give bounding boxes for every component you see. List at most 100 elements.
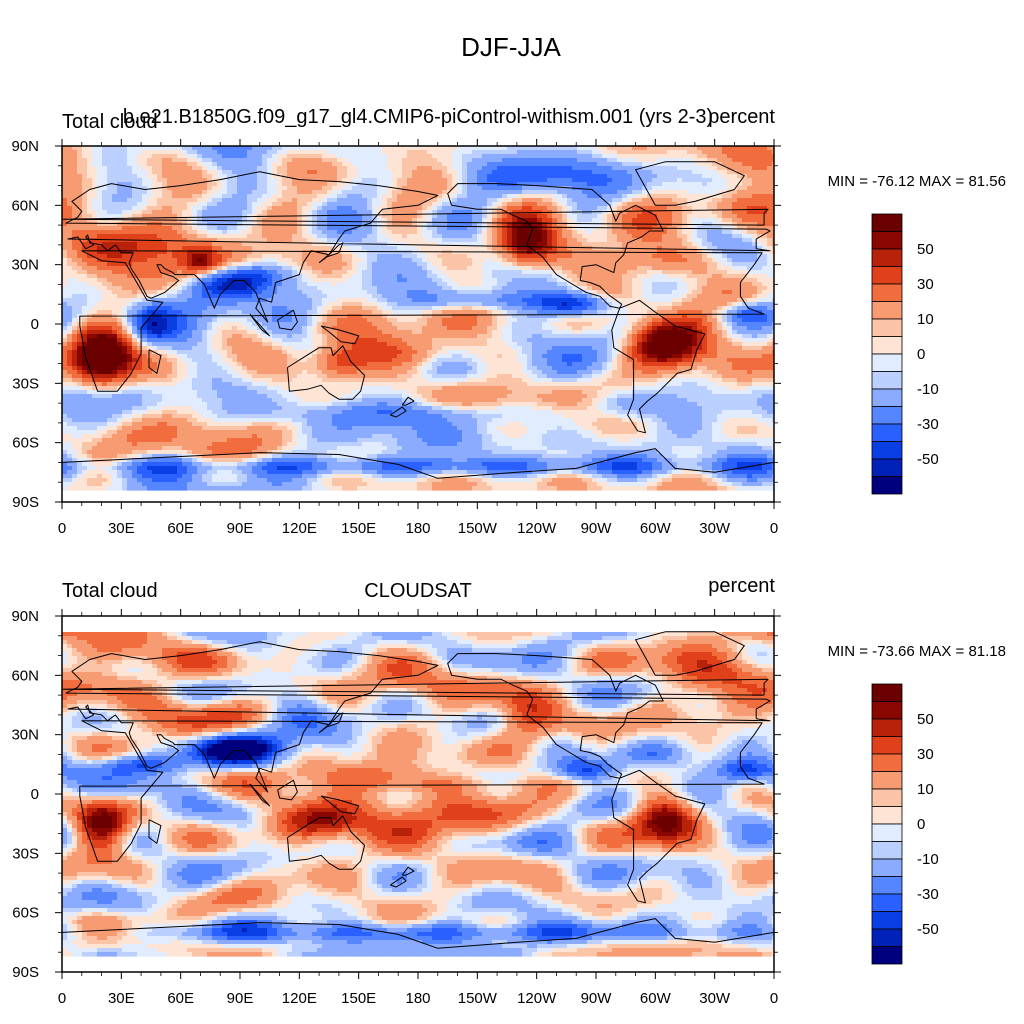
- heatmap-cell: [332, 146, 338, 151]
- heatmap-cell: [117, 242, 123, 247]
- heatmap-cell: [757, 206, 763, 211]
- heatmap-cell: [722, 162, 728, 167]
- heatmap-cell: [432, 274, 438, 279]
- heatmap-cell: [362, 254, 368, 259]
- heatmap-cell: [262, 146, 268, 151]
- heatmap-cell: [682, 206, 688, 211]
- heatmap-cell: [422, 178, 428, 183]
- heatmap-cell: [547, 242, 553, 247]
- heatmap-cell: [512, 242, 518, 247]
- heatmap-cell: [252, 178, 258, 183]
- heatmap-cell: [157, 282, 163, 287]
- heatmap-cell: [587, 238, 593, 243]
- heatmap-cell: [357, 150, 363, 155]
- heatmap-cell: [132, 274, 138, 279]
- heatmap-cell: [217, 214, 223, 219]
- heatmap-cell: [182, 174, 188, 179]
- heatmap-cell: [672, 146, 678, 151]
- heatmap-cell: [232, 202, 238, 207]
- heatmap-cell: [257, 178, 263, 183]
- heatmap-cell: [522, 146, 528, 151]
- heatmap-cell: [427, 178, 433, 183]
- heatmap-cell: [752, 202, 758, 207]
- heatmap-cell: [687, 266, 693, 271]
- heatmap-cell: [647, 254, 653, 259]
- heatmap-cell: [292, 186, 298, 191]
- heatmap-cell: [557, 270, 563, 275]
- heatmap-cell: [397, 174, 403, 179]
- heatmap-cell: [302, 206, 308, 211]
- heatmap-cell: [427, 282, 433, 287]
- heatmap-cell: [72, 282, 78, 287]
- heatmap-cell: [222, 262, 228, 267]
- heatmap-cell: [467, 214, 473, 219]
- heatmap-cell: [692, 270, 698, 275]
- heatmap-cell: [592, 266, 598, 271]
- heatmap-cell: [382, 174, 388, 179]
- heatmap-cell: [442, 210, 448, 215]
- heatmap-cell: [467, 230, 473, 235]
- heatmap-cell: [202, 154, 208, 159]
- heatmap-cell: [652, 214, 658, 219]
- heatmap-cell: [412, 226, 418, 231]
- heatmap-cell: [312, 262, 318, 267]
- heatmap-cell: [517, 174, 523, 179]
- heatmap-cell: [697, 246, 703, 251]
- heatmap-cell: [402, 210, 408, 215]
- heatmap-cell: [252, 202, 258, 207]
- heatmap-cell: [82, 222, 88, 227]
- heatmap-cell: [162, 150, 168, 155]
- heatmap-cell: [62, 182, 68, 187]
- heatmap-cell: [622, 278, 628, 283]
- heatmap-cell: [512, 194, 518, 199]
- heatmap-cell: [102, 146, 108, 151]
- heatmap-cell: [397, 182, 403, 187]
- heatmap-cell: [732, 258, 738, 263]
- heatmap-cell: [507, 190, 513, 195]
- heatmap-cell: [627, 182, 633, 187]
- heatmap-cell: [282, 166, 288, 171]
- heatmap-cell: [467, 170, 473, 175]
- heatmap-cell: [727, 174, 733, 179]
- heatmap-cell: [102, 206, 108, 211]
- heatmap-cell: [472, 270, 478, 275]
- heatmap-cell: [487, 190, 493, 195]
- heatmap-cell: [312, 278, 318, 283]
- heatmap-cell: [727, 274, 733, 279]
- heatmap-cell: [252, 154, 258, 159]
- heatmap-cell: [302, 214, 308, 219]
- heatmap-cell: [712, 282, 718, 287]
- heatmap-cell: [272, 254, 278, 259]
- heatmap-cell: [487, 178, 493, 183]
- heatmap-cell: [247, 150, 253, 155]
- heatmap-cell: [252, 230, 258, 235]
- heatmap-cell: [492, 218, 498, 223]
- heatmap-cell: [717, 174, 723, 179]
- heatmap-cell: [427, 274, 433, 279]
- heatmap-cell: [432, 210, 438, 215]
- heatmap-cell: [262, 198, 268, 203]
- heatmap-cell: [412, 262, 418, 267]
- heatmap-cell: [217, 242, 223, 247]
- heatmap-cell: [392, 266, 398, 271]
- heatmap-cell: [252, 166, 258, 171]
- heatmap-cell: [552, 166, 558, 171]
- heatmap-cell: [422, 266, 428, 271]
- heatmap-cell: [772, 166, 774, 171]
- heatmap-cell: [702, 166, 708, 171]
- heatmap-cell: [187, 278, 193, 283]
- heatmap-cell: [632, 202, 638, 207]
- heatmap-cell: [207, 154, 213, 159]
- heatmap-cell: [367, 234, 373, 239]
- heatmap-cell: [157, 226, 163, 231]
- heatmap-cell: [677, 230, 683, 235]
- heatmap-cell: [367, 162, 373, 167]
- heatmap-cell: [767, 190, 773, 195]
- heatmap-cell: [537, 258, 543, 263]
- heatmap-cell: [667, 154, 673, 159]
- heatmap-cell: [722, 238, 728, 243]
- heatmap-cell: [537, 190, 543, 195]
- heatmap-cell: [577, 166, 583, 171]
- heatmap-cell: [437, 242, 443, 247]
- heatmap-cell: [302, 250, 308, 255]
